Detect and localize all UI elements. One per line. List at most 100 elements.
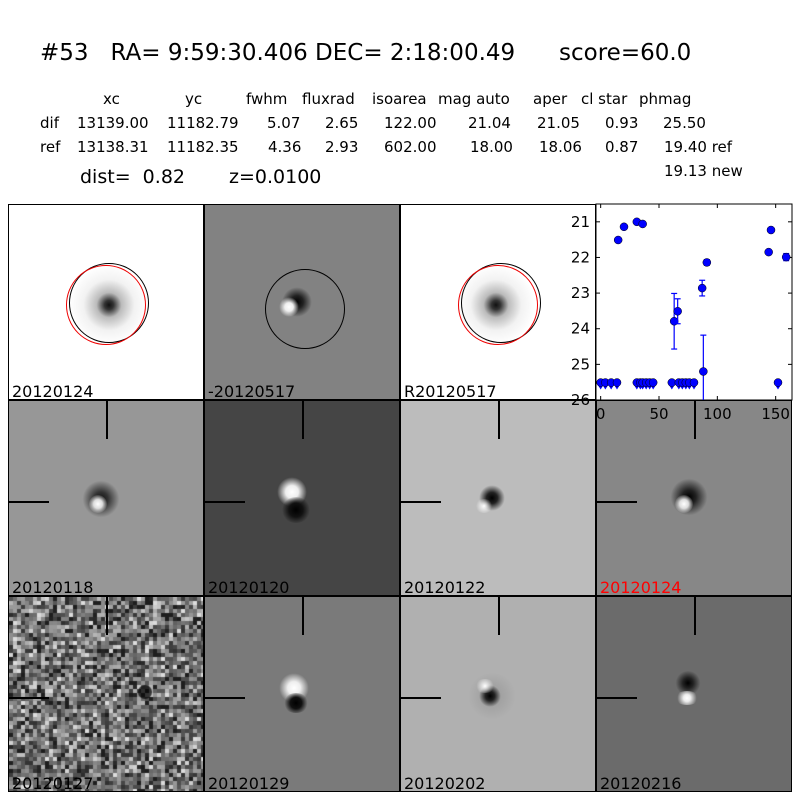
y-tick-label: 22: [571, 248, 590, 266]
col-header-mag-auto: mag auto: [438, 90, 510, 108]
aperture-circle: [265, 269, 345, 349]
stamp-epoch: 20120216: [596, 596, 792, 792]
ref-fwhm: 4.36: [268, 138, 302, 156]
upper-limit-point: [689, 378, 699, 387]
ref-mag-auto: 18.00: [470, 138, 513, 156]
detection-point: [702, 258, 712, 267]
upper-limit-point: [773, 378, 783, 387]
x-tick-label: 50: [649, 405, 668, 423]
stamp-epoch: 20120202: [400, 596, 596, 792]
detection-point: [613, 235, 623, 245]
dif-fwhm: 5.07: [267, 114, 301, 132]
ref-isoarea: 602.00: [384, 138, 437, 156]
col-header-fluxrad: fluxrad: [302, 90, 355, 108]
x-tick-label: 150: [761, 405, 790, 423]
distance-value: dist= 0.82: [80, 166, 185, 188]
y-tick-label: 25: [571, 355, 590, 373]
dif-aper: 21.05: [537, 114, 580, 132]
crosshair-vertical: [302, 597, 304, 635]
stamp-epoch: 20120129: [204, 596, 400, 792]
crosshair-horizontal: [9, 501, 49, 503]
dif-mag-auto: 21.04: [468, 114, 511, 132]
stamp-label: R20120517: [404, 382, 497, 400]
x-tick-label: 0: [596, 405, 606, 423]
stamp-label: 20120127: [12, 774, 94, 792]
crosshair-horizontal: [401, 501, 441, 503]
stamp-label: 20120124: [600, 578, 682, 596]
detection-point: [619, 222, 629, 232]
crosshair-vertical: [498, 597, 500, 635]
candidate-title: #53 RA= 9:59:30.406 DEC= 2:18:00.49 scor…: [40, 40, 692, 66]
ref-phmag: 19.40 ref: [664, 138, 733, 156]
ref-cl-star: 0.87: [605, 138, 639, 156]
y-tick-label: 23: [571, 284, 590, 302]
stamp-epoch: 20120118: [8, 400, 204, 596]
col-header-aper: aper: [533, 90, 568, 108]
detection-point: [638, 219, 647, 229]
col-header-fwhm: fwhm: [246, 90, 288, 108]
stamp-difference: -20120517: [204, 204, 400, 400]
stamp-epoch: 20120120: [204, 400, 400, 596]
new-aperture-circle: [458, 265, 538, 345]
crosshair-horizontal: [9, 697, 49, 699]
y-tick-label: 26: [571, 391, 590, 409]
crosshair-horizontal: [597, 697, 637, 699]
y-tick-label: 21: [571, 213, 590, 231]
new-aperture-circle: [66, 265, 146, 345]
crosshair-horizontal: [401, 697, 441, 699]
row-label-ref: ref: [40, 138, 61, 156]
ref-fluxrad: 2.93: [325, 138, 359, 156]
redshift-value: z=0.0100: [229, 166, 322, 188]
crosshair-vertical: [694, 597, 696, 635]
stamp-label: -20120517: [208, 382, 296, 400]
stamp-label: 20120129: [208, 774, 290, 792]
row-label-dif: dif: [40, 114, 59, 132]
dif-phmag: 25.50: [663, 114, 706, 132]
light-curve-chart: 0 50 100 150 21 22 23 24 25 26: [571, 203, 793, 423]
dif-cl-star: 0.93: [605, 114, 639, 132]
detection-point: [699, 367, 708, 376]
dif-fluxrad: 2.65: [325, 114, 359, 132]
ref-xc: 13138.31: [77, 138, 149, 156]
crosshair-vertical: [302, 401, 304, 439]
detection-point: [697, 283, 707, 293]
upper-limit-point: [612, 378, 622, 387]
col-header-isoarea: isoarea: [372, 90, 427, 108]
stamp-label: 20120216: [600, 774, 682, 792]
stamp-reference: R20120517: [400, 204, 596, 400]
col-header-cl-star: cl star: [581, 90, 628, 108]
ref-aper: 18.06: [539, 138, 582, 156]
new-mag-value: 19.13 new: [664, 162, 743, 180]
stamp-label: 20120122: [404, 578, 486, 596]
stamp-label: 20120118: [12, 578, 94, 596]
stamp-label: 20120120: [208, 578, 290, 596]
col-header-xc: xc: [103, 90, 120, 108]
y-tick-label: 24: [571, 320, 590, 338]
upper-limit-point: [648, 378, 658, 387]
detection-point: [781, 252, 791, 262]
x-tick-label: 100: [703, 405, 732, 423]
detection-point: [766, 225, 776, 235]
crosshair-vertical: [106, 597, 108, 635]
detection-point: [673, 307, 682, 316]
detection-point: [764, 247, 773, 257]
plot-area: [595, 203, 793, 401]
col-header-phmag: phmag: [639, 90, 692, 108]
crosshair-horizontal: [597, 501, 637, 503]
dif-xc: 13139.00: [77, 114, 149, 132]
dif-yc: 11182.79: [167, 114, 239, 132]
crosshair-vertical: [498, 401, 500, 439]
stamp-epoch: 20120127: [8, 596, 204, 792]
crosshair-horizontal: [205, 501, 245, 503]
stamp-label: 20120124: [12, 382, 94, 400]
stamp-epoch-current: 20120124: [596, 400, 792, 596]
stamp-label: 20120202: [404, 774, 486, 792]
stamp-epoch: 20120122: [400, 400, 596, 596]
col-header-yc: yc: [185, 90, 203, 108]
dif-isoarea: 122.00: [384, 114, 437, 132]
crosshair-vertical: [694, 401, 696, 439]
ref-yc: 11182.35: [167, 138, 239, 156]
crosshair-vertical: [106, 401, 108, 439]
crosshair-horizontal: [205, 697, 245, 699]
